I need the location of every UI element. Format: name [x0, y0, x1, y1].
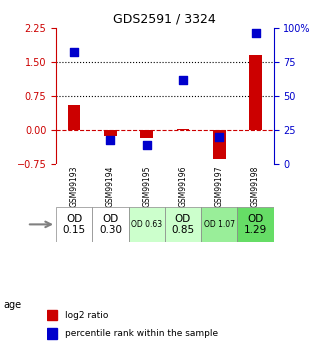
FancyBboxPatch shape: [128, 207, 165, 242]
Bar: [177, 129, 189, 130]
Bar: [68, 105, 81, 130]
Text: OD
1.29: OD 1.29: [244, 214, 267, 235]
Bar: [249, 55, 262, 130]
Bar: [140, 130, 153, 138]
Text: log2 ratio: log2 ratio: [65, 311, 109, 320]
FancyBboxPatch shape: [237, 207, 274, 242]
FancyBboxPatch shape: [56, 207, 92, 242]
Text: OD
0.85: OD 0.85: [171, 214, 195, 235]
Text: GSM99193: GSM99193: [70, 165, 79, 207]
Text: OD 1.07: OD 1.07: [204, 220, 235, 229]
Text: percentile rank within the sample: percentile rank within the sample: [65, 329, 218, 338]
Text: GSM99197: GSM99197: [215, 165, 224, 207]
Point: [72, 49, 77, 55]
Text: OD
0.15: OD 0.15: [63, 214, 86, 235]
Text: GSM99195: GSM99195: [142, 165, 151, 207]
Bar: [47, 310, 57, 320]
Text: OD
0.30: OD 0.30: [99, 214, 122, 235]
Text: OD 0.63: OD 0.63: [131, 220, 162, 229]
Point: [253, 30, 258, 36]
Bar: [104, 130, 117, 136]
FancyBboxPatch shape: [201, 207, 237, 242]
Bar: [213, 130, 225, 159]
Title: GDS2591 / 3324: GDS2591 / 3324: [114, 12, 216, 25]
Point: [217, 134, 222, 140]
Text: GSM99196: GSM99196: [179, 165, 188, 207]
Text: GSM99194: GSM99194: [106, 165, 115, 207]
FancyBboxPatch shape: [165, 207, 201, 242]
Point: [180, 77, 185, 82]
Point: [144, 142, 149, 148]
Text: GSM99198: GSM99198: [251, 165, 260, 207]
FancyBboxPatch shape: [92, 207, 128, 242]
Bar: [47, 328, 57, 339]
Text: age: age: [3, 300, 21, 310]
Point: [108, 137, 113, 142]
